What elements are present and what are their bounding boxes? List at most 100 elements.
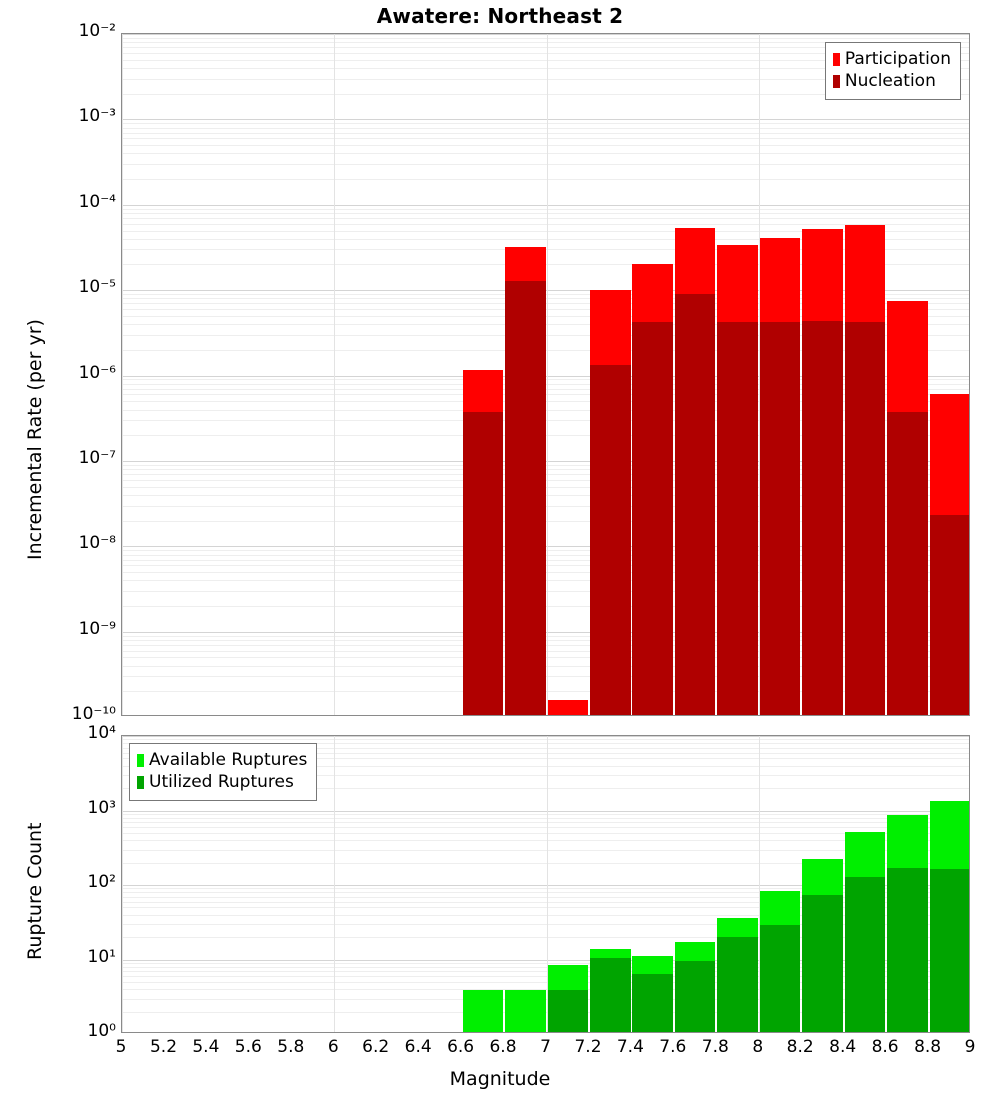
gridline-minor — [122, 213, 969, 214]
gridline-minor — [122, 888, 969, 890]
gridline-minor — [122, 435, 969, 437]
legend-swatch-icon — [137, 776, 144, 790]
gridline-vertical — [122, 34, 123, 715]
bar-utilized-ruptures — [929, 868, 969, 1032]
y-axis-ticks-bottom: 10⁴ 10³ 10² 10¹ 10⁰ — [52, 700, 116, 1080]
gridline-minor — [122, 849, 969, 851]
bar-nucleation — [844, 322, 886, 715]
bar-utilized-ruptures — [844, 877, 886, 1032]
gridline-minor — [122, 218, 969, 219]
gridline-minor — [122, 962, 969, 964]
gridline-major — [122, 631, 969, 633]
gridline-major — [122, 885, 969, 886]
gridline-minor — [122, 989, 969, 991]
gridline-minor — [122, 238, 969, 240]
y-tick-label: 10⁻⁹ — [78, 618, 116, 639]
gridline-minor — [122, 971, 969, 972]
gridline-minor — [122, 665, 969, 667]
bar-available-ruptures — [462, 989, 504, 1032]
bar-nucleation — [505, 281, 546, 715]
x-tick-label: 6.2 — [362, 1037, 390, 1057]
legend-item: Participation — [832, 48, 951, 70]
y-tick-label: 10⁻⁵ — [78, 277, 116, 298]
gridline-minor — [122, 907, 969, 909]
gridline-minor — [122, 758, 969, 760]
bar-nucleation — [887, 412, 928, 715]
rupture-count-plot: Available Ruptures Utilized Ruptures — [121, 735, 970, 1033]
gridline-major — [122, 460, 969, 462]
x-tick-label: 7.8 — [701, 1037, 729, 1057]
gridline-minor — [122, 132, 969, 134]
gridline-minor — [122, 976, 969, 977]
gridline-minor — [122, 635, 969, 637]
legend-bottom: Available Ruptures Utilized Ruptures — [129, 743, 318, 801]
legend-item: Available Ruptures — [137, 749, 307, 771]
x-tick-label: 8.8 — [914, 1037, 942, 1057]
gridline-minor — [122, 68, 969, 69]
y-tick-label: 10⁻⁶ — [78, 362, 116, 383]
gridline-minor — [122, 127, 969, 129]
y-tick-label: 10⁻¹⁰ — [71, 704, 116, 724]
x-tick-label: 5.6 — [234, 1037, 262, 1057]
gridline-minor — [122, 520, 969, 522]
gridline-minor — [122, 383, 969, 385]
gridline-minor — [122, 153, 969, 155]
gridline-minor — [122, 93, 969, 95]
bar-nucleation — [632, 322, 673, 715]
x-axis-label: Magnitude — [449, 1068, 551, 1090]
gridline-minor — [122, 505, 969, 507]
y-tick-label: 10⁻⁴ — [78, 191, 116, 212]
y-tick-label: 10⁻⁷ — [78, 447, 116, 468]
bar-available-ruptures — [505, 989, 546, 1032]
gridline-minor — [122, 827, 969, 828]
y-tick-label: 10⁻² — [78, 21, 116, 41]
gridline-major — [122, 34, 969, 35]
gridline-minor — [122, 179, 969, 180]
gridline-minor — [122, 691, 969, 693]
y-tick-label: 10⁻³ — [78, 106, 116, 127]
gridline-major — [122, 546, 969, 548]
gridline-minor — [122, 650, 969, 652]
x-tick-label: 5.8 — [277, 1037, 305, 1057]
gridline-minor — [122, 676, 969, 678]
gridline-minor — [122, 164, 969, 165]
bar-utilized-ruptures — [759, 925, 801, 1032]
x-tick-label: 9 — [964, 1037, 976, 1057]
gridline-minor — [122, 605, 969, 607]
gridline-minor — [122, 832, 969, 834]
bar-utilized-ruptures — [802, 894, 843, 1032]
gridline-major — [122, 204, 969, 206]
gridline-vertical — [758, 736, 760, 1032]
x-tick-label: 5.2 — [149, 1037, 178, 1057]
gridline-minor — [122, 208, 969, 210]
legend-label: Available Ruptures — [149, 750, 308, 770]
gridline-minor — [122, 565, 969, 567]
gridline-minor — [122, 639, 969, 641]
gridline-minor — [122, 315, 969, 317]
gridline-minor — [122, 138, 969, 140]
gridline-minor — [122, 409, 969, 411]
gridline-minor — [122, 998, 969, 1000]
incremental-rate-plot: Participation Nucleation — [121, 33, 970, 716]
gridline-minor — [122, 264, 969, 266]
gridline-minor — [122, 479, 969, 481]
y-tick-label: 10¹ — [87, 946, 116, 967]
gridline-minor — [122, 862, 969, 864]
gridline-minor — [122, 59, 969, 61]
gridline-minor — [122, 303, 969, 305]
gridline-minor — [122, 401, 969, 403]
gridline-minor — [122, 981, 969, 983]
bar-nucleation — [462, 412, 504, 715]
gridline-major — [122, 290, 969, 292]
legend-label: Participation — [844, 49, 951, 69]
bar-utilized-ruptures — [590, 957, 631, 1032]
bar-utilized-ruptures — [547, 989, 588, 1032]
legend-swatch-icon — [832, 75, 840, 89]
gridline-minor — [122, 494, 969, 496]
x-tick-label: 5.4 — [192, 1037, 220, 1057]
gridline-minor — [122, 550, 969, 552]
gridline-vertical — [546, 34, 548, 715]
legend-label: Nucleation — [844, 71, 936, 92]
x-tick-label: 8.6 — [871, 1037, 899, 1057]
gridline-minor — [122, 937, 969, 939]
